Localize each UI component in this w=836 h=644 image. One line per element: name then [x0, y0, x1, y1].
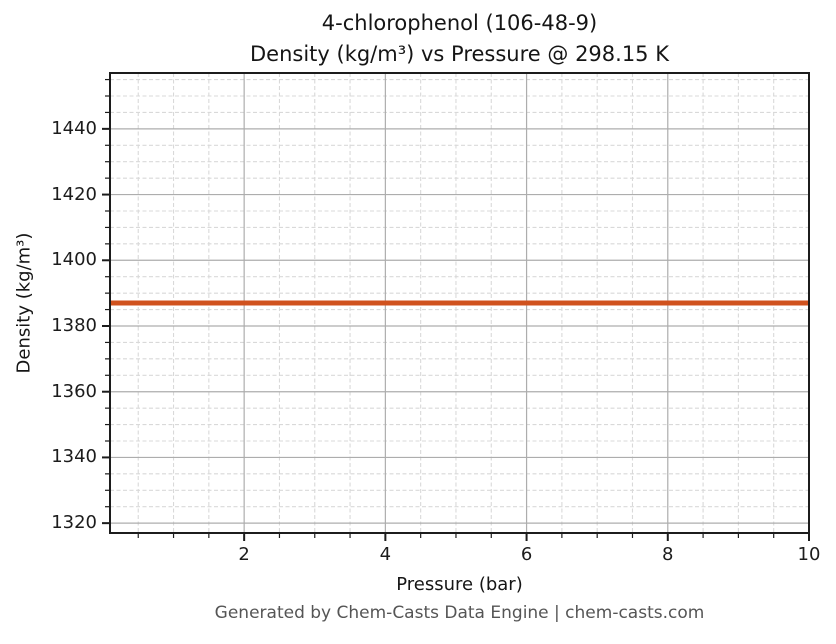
x-tick-label: 10: [797, 544, 821, 565]
x-tick-label: 8: [662, 544, 674, 565]
plot-area: [102, 72, 810, 541]
y-tick-label: 1400: [51, 249, 97, 271]
chart-title-line1: 4-chlorophenol (106-48-9): [321, 11, 598, 35]
chart-title-line2: Density (kg/m³) vs Pressure @ 298.15 K: [249, 42, 669, 66]
y-tick-label: 1320: [51, 512, 97, 534]
plot-spines: [109, 72, 810, 534]
chart-title: 4-chlorophenol (106-48-9) Density (kg/m³…: [110, 8, 809, 70]
x-tick-label: 6: [520, 544, 533, 565]
x-tick-label: 4: [379, 544, 392, 565]
y-tick-label: 1380: [51, 315, 97, 336]
y-tick-label: 1340: [51, 446, 97, 468]
y-tick-label: 1360: [51, 380, 97, 402]
x-tick-label: 2: [238, 544, 250, 565]
plot-canvas: [102, 72, 810, 541]
y-tick-label: 1420: [51, 183, 97, 205]
x-axis-label: Pressure (bar): [396, 574, 523, 595]
y-tick-label: 1440: [51, 117, 97, 139]
footer-credit: Generated by Chem-Casts Data Engine | ch…: [214, 603, 705, 623]
